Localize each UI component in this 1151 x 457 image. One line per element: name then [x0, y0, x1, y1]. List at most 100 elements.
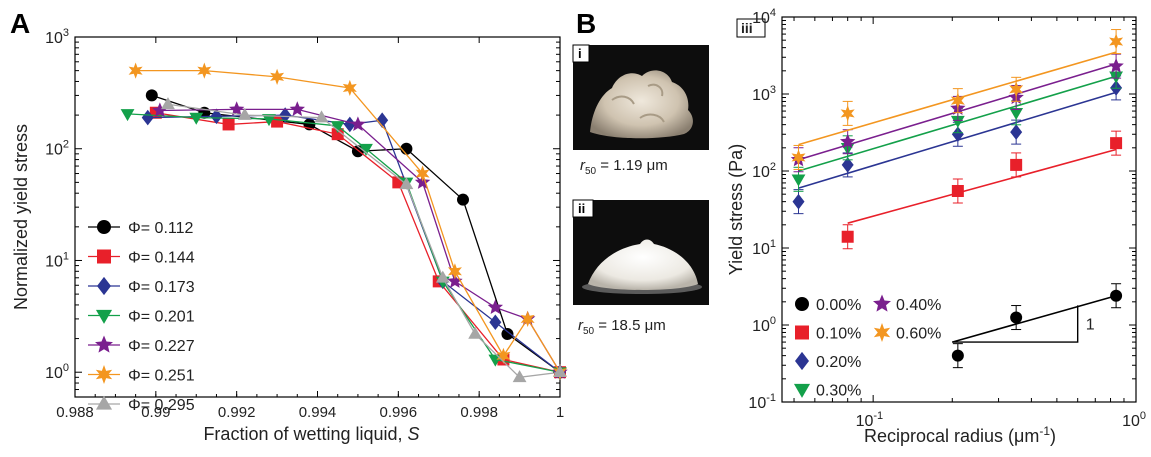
data-point — [289, 101, 305, 116]
panel-label-a: A — [10, 8, 30, 39]
legend-entry: Φ= 0.144 — [128, 250, 195, 267]
data-point — [951, 349, 964, 362]
series-line — [127, 113, 561, 373]
legend-marker — [95, 335, 113, 353]
data-point — [279, 107, 292, 123]
x-axis-label: Reciprocal radius (μm-1) — [864, 424, 1056, 446]
y-tick-label: 10-1 — [748, 392, 776, 412]
legend-marker — [97, 220, 111, 234]
y-axis-label: Normalized yield stress — [11, 124, 31, 310]
legend-marker — [795, 297, 809, 311]
photo-ii: ii — [572, 199, 709, 305]
legend-marker — [795, 351, 809, 371]
photo-ii-label: ii — [578, 201, 585, 216]
data-point — [520, 310, 535, 327]
legend-marker — [97, 249, 111, 264]
data-point — [512, 370, 527, 383]
data-point — [222, 118, 235, 131]
series-line — [167, 103, 561, 379]
photo-i: i — [572, 44, 709, 150]
slope-label: 1 — [1086, 317, 1095, 334]
panel-iii-label: iii — [741, 20, 753, 36]
data-point — [791, 149, 806, 166]
x-axis-label: Fraction of wetting liquid, S — [203, 424, 419, 444]
legend-entry: 0.30% — [816, 383, 861, 400]
data-point — [331, 128, 344, 141]
chart-a: 0.988 0.99 0.992 0.994 0.996 0.998 1 100 101 102 1… — [11, 27, 568, 444]
data-point — [1110, 289, 1123, 302]
data-point — [399, 177, 414, 190]
photo-i-label: i — [578, 46, 582, 61]
y-tick-label: 100 — [45, 362, 69, 382]
data-point — [501, 327, 514, 340]
y-tick-label: 101 — [752, 238, 776, 258]
data-point — [487, 299, 504, 314]
data-point — [447, 273, 463, 288]
data-point — [1010, 124, 1023, 140]
data-point — [350, 116, 366, 131]
x-tick-label: 0.99 — [141, 404, 170, 421]
chart-b-frame — [781, 16, 1137, 403]
x-tick-label: 0.992 — [218, 404, 256, 421]
data-point — [189, 112, 204, 125]
series-line — [147, 114, 561, 373]
data-point — [152, 102, 168, 118]
panel-label-b: B — [576, 8, 596, 39]
data-point — [468, 326, 483, 339]
data-point — [1010, 158, 1023, 171]
data-point — [330, 121, 345, 134]
legend-marker — [795, 325, 809, 340]
slope-triangle — [952, 305, 1079, 343]
legend-entry: 0.00% — [816, 297, 861, 314]
data-point — [1109, 33, 1124, 50]
x-tick-label: 1 — [556, 404, 564, 421]
y-tick-label: 103 — [752, 84, 776, 104]
series-line — [151, 94, 561, 373]
data-point — [791, 174, 806, 187]
y-tick-label: 103 — [45, 27, 69, 47]
data-point — [1009, 81, 1024, 98]
data-point — [197, 62, 212, 79]
series-line — [155, 112, 561, 373]
x-tick-label: 0.998 — [460, 404, 498, 421]
panel-iii-box — [736, 18, 766, 38]
data-point — [343, 116, 356, 133]
data-point — [950, 115, 965, 128]
data-point — [314, 110, 329, 123]
x-tick-label: 10-1 — [856, 410, 884, 430]
fit-line — [952, 294, 1117, 343]
data-point — [342, 79, 357, 97]
data-point — [262, 114, 276, 127]
legend-marker — [873, 323, 891, 342]
data-point — [237, 107, 252, 120]
data-point — [1010, 311, 1023, 324]
data-point — [951, 126, 964, 143]
data-point — [141, 109, 154, 126]
data-point — [120, 109, 135, 122]
y-tick-label: 101 — [45, 250, 69, 270]
legend-entry: Φ= 0.227 — [128, 338, 195, 355]
legend-marker — [95, 395, 113, 410]
legend-entry: Φ= 0.173 — [128, 279, 195, 296]
data-point — [359, 143, 373, 156]
data-point — [950, 92, 965, 109]
data-point — [1110, 137, 1123, 150]
legend-entry: Φ= 0.251 — [128, 368, 195, 385]
y-axis-label: Yield stress (Pa) — [726, 144, 746, 275]
data-point — [210, 108, 223, 125]
data-point — [496, 347, 511, 364]
legend-entry: Φ= 0.112 — [128, 220, 194, 237]
data-point — [1009, 107, 1024, 120]
data-point — [840, 105, 855, 122]
data-point — [228, 101, 245, 116]
legend-entry: 0.20% — [816, 354, 861, 371]
chart-b-iii: iii 10-1 100 10-1 100 101 102 103 104 Reciprocal … — [726, 7, 1146, 446]
data-point — [489, 314, 502, 331]
legend-marker — [793, 383, 811, 398]
legend-marker — [95, 365, 113, 384]
legend-entry: 0.10% — [816, 326, 861, 343]
data-point — [1108, 58, 1124, 73]
legend-entry: 0.40% — [896, 297, 941, 314]
y-tick-label: 100 — [752, 315, 776, 335]
